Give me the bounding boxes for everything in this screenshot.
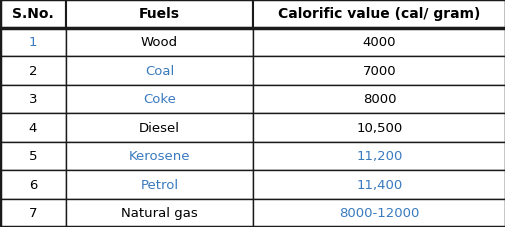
Text: 11,200: 11,200 bbox=[356, 150, 402, 163]
Text: S.No.: S.No. bbox=[12, 7, 54, 21]
Text: 5: 5 bbox=[29, 150, 37, 163]
Bar bbox=[252, 28, 505, 57]
Bar bbox=[66, 28, 252, 57]
Bar bbox=[0, 57, 66, 85]
Text: Natural gas: Natural gas bbox=[121, 206, 197, 219]
Text: 7000: 7000 bbox=[362, 64, 395, 77]
Bar bbox=[66, 170, 252, 199]
Text: 7: 7 bbox=[29, 206, 37, 219]
Text: Calorific value (cal/ gram): Calorific value (cal/ gram) bbox=[278, 7, 480, 21]
Bar bbox=[0, 142, 66, 170]
Text: 3: 3 bbox=[29, 93, 37, 106]
Text: 2: 2 bbox=[29, 64, 37, 77]
Bar bbox=[66, 114, 252, 142]
Bar bbox=[252, 85, 505, 114]
Bar bbox=[0, 85, 66, 114]
Bar bbox=[252, 0, 505, 28]
Text: 8000: 8000 bbox=[362, 93, 395, 106]
Text: 1: 1 bbox=[29, 36, 37, 49]
Bar bbox=[66, 85, 252, 114]
Bar bbox=[252, 199, 505, 227]
Text: 8000-12000: 8000-12000 bbox=[339, 206, 419, 219]
Bar bbox=[0, 0, 66, 28]
Bar bbox=[0, 199, 66, 227]
Text: Fuels: Fuels bbox=[138, 7, 180, 21]
Bar bbox=[0, 114, 66, 142]
Bar bbox=[66, 0, 252, 28]
Text: Coal: Coal bbox=[144, 64, 174, 77]
Bar bbox=[0, 28, 66, 57]
Text: Kerosene: Kerosene bbox=[128, 150, 190, 163]
Text: 4: 4 bbox=[29, 121, 37, 134]
Text: Wood: Wood bbox=[140, 36, 178, 49]
Text: Coke: Coke bbox=[143, 93, 175, 106]
Bar bbox=[252, 114, 505, 142]
Bar bbox=[252, 142, 505, 170]
Text: 10,500: 10,500 bbox=[356, 121, 402, 134]
Bar bbox=[66, 142, 252, 170]
Text: Petrol: Petrol bbox=[140, 178, 178, 191]
Text: 6: 6 bbox=[29, 178, 37, 191]
Text: 11,400: 11,400 bbox=[356, 178, 402, 191]
Bar bbox=[252, 57, 505, 85]
Text: Diesel: Diesel bbox=[138, 121, 180, 134]
Bar bbox=[0, 170, 66, 199]
Bar bbox=[252, 170, 505, 199]
Bar bbox=[66, 199, 252, 227]
Text: 4000: 4000 bbox=[362, 36, 395, 49]
Bar bbox=[66, 57, 252, 85]
